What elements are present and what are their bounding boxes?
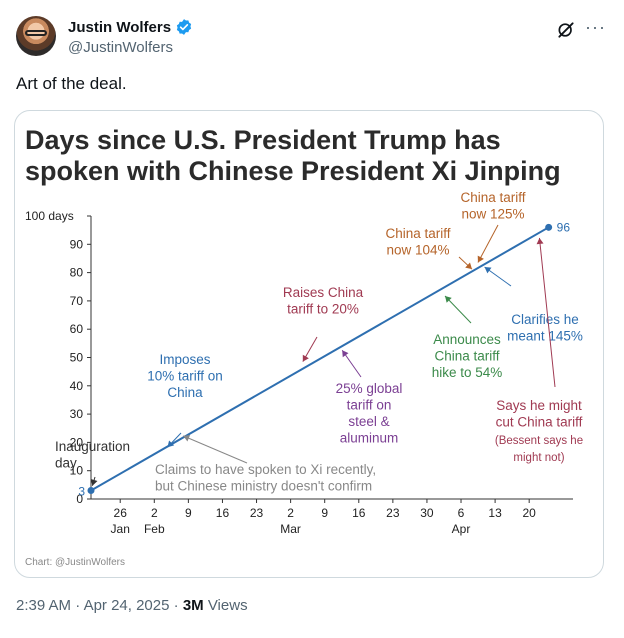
annotation-arrow <box>538 237 556 388</box>
data-point-label: 3 <box>78 485 85 499</box>
x-tick-label: 13 <box>488 506 502 520</box>
annotation-arrowhead <box>183 434 191 442</box>
y-tick-label: 0 <box>76 492 83 506</box>
annotation-text: now 125% <box>461 207 524 222</box>
annotation-text: day <box>55 456 77 471</box>
line-chart: Days since U.S. President Trump hasspoke… <box>25 125 583 568</box>
y-tick-label: 90 <box>70 237 84 251</box>
timestamp-separator: · <box>173 597 179 614</box>
annotation-text: now 104% <box>386 243 449 258</box>
tweet-timestamp[interactable]: 2:39 AM · Apr 24, 2025 · 3M Views <box>16 597 248 614</box>
y-tick-label: 50 <box>70 351 84 365</box>
y-tick-label: 10 <box>70 464 84 478</box>
annotation-text: Clarifies he <box>511 312 579 327</box>
annotation-text: China <box>167 385 203 400</box>
y-tick-label: 30 <box>70 407 84 421</box>
annotation-arrowhead <box>465 262 472 270</box>
verified-badge-icon <box>176 19 192 35</box>
annotation-text: (Bessent says he <box>495 435 583 447</box>
views-count: 3M <box>182 597 204 614</box>
x-tick-label: 2 <box>151 506 158 520</box>
annotation-text: 10% tariff on <box>147 369 223 384</box>
tweet-text: Art of the deal. <box>16 74 127 93</box>
data-point <box>545 223 553 231</box>
x-tick-month-label: Jan <box>111 522 130 536</box>
annotation-text: Claims to have spoken to Xi recently, <box>155 462 376 477</box>
annotation-text: steel & <box>348 414 389 429</box>
annotation-text: Inauguration <box>55 439 130 454</box>
annotation-text: tariff on <box>347 398 392 413</box>
annotation-text: but Chinese ministry doesn't confirm <box>155 479 372 494</box>
annotation-text: cut China tariff <box>496 415 583 430</box>
data-point-label: 96 <box>557 220 571 234</box>
x-tick-label: 9 <box>185 506 192 520</box>
annotation-arrowhead <box>302 354 309 362</box>
chart-title-line: spoken with Chinese President Xi Jinping <box>25 156 561 186</box>
chart-credit: Chart: @JustinWolfers <box>25 557 125 568</box>
timestamp-separator: · <box>75 597 81 614</box>
annotation-text: 25% global <box>336 381 403 396</box>
annotation-text: might not) <box>513 452 564 464</box>
annotation-text: hike to 54% <box>432 365 503 380</box>
tweet-time: 2:39 AM <box>16 597 72 614</box>
annotation-text: China tariff <box>434 349 499 364</box>
x-tick-month-label: Apr <box>452 522 471 536</box>
annotation-text: aluminum <box>340 431 399 446</box>
annotation-arrowhead <box>90 478 98 486</box>
annotation-text: tariff to 20% <box>287 302 359 317</box>
annotation-arrowhead <box>342 350 349 358</box>
x-tick-label: 20 <box>523 506 537 520</box>
y-tick-label: 70 <box>70 294 84 308</box>
data-point <box>87 487 95 495</box>
y-tick-label: 40 <box>70 379 84 393</box>
y-tick-label: 20 <box>70 435 84 449</box>
x-tick-label: 2 <box>287 506 294 520</box>
annotation-arrowhead <box>445 296 452 303</box>
author-handle[interactable]: @JustinWolfers <box>68 39 173 56</box>
avatar[interactable] <box>16 16 56 56</box>
annotation-arrowhead <box>477 255 484 263</box>
annotation-arrow <box>183 435 248 464</box>
x-tick-label: 23 <box>386 506 400 520</box>
chart-title-line: Days since U.S. President Trump has <box>25 125 501 155</box>
annotation-text: China tariff <box>385 226 450 241</box>
tweet-date: Apr 24, 2025 <box>83 597 170 614</box>
x-tick-month-label: Feb <box>144 522 165 536</box>
series-line <box>90 226 550 492</box>
x-tick-label: 6 <box>458 506 465 520</box>
x-tick-label: 9 <box>321 506 328 520</box>
x-tick-label: 26 <box>114 506 128 520</box>
x-tick-label: 23 <box>250 506 264 520</box>
x-tick-label: 30 <box>420 506 434 520</box>
annotation-text: China tariff <box>460 190 525 205</box>
grok-icon[interactable] <box>556 20 576 40</box>
annotation-text: meant 145% <box>507 329 583 344</box>
annotation-text: Says he might <box>496 398 582 413</box>
author-name-row: Justin Wolfers <box>68 18 193 36</box>
annotation-arrowhead <box>536 237 544 245</box>
more-options-icon[interactable]: ··· <box>585 17 606 37</box>
x-tick-label: 16 <box>352 506 366 520</box>
tweet-header: Justin Wolfers @JustinWolfers ··· <box>16 14 608 62</box>
y-tick-label: 80 <box>70 266 84 280</box>
chart-card[interactable]: Days since U.S. President Trump has spoke… <box>14 110 604 578</box>
annotation-arrowhead <box>484 267 492 274</box>
views-label: Views <box>207 597 248 614</box>
y-tick-label: 60 <box>70 322 84 336</box>
x-tick-label: 16 <box>216 506 230 520</box>
annotation-arrow <box>444 295 472 324</box>
annotation-text: Raises China <box>283 285 364 300</box>
annotation-text: Announces <box>433 332 501 347</box>
author-display-name[interactable]: Justin Wolfers <box>68 18 172 36</box>
x-tick-month-label: Mar <box>280 522 301 536</box>
annotation-arrow <box>477 224 499 263</box>
avatar-glasses <box>25 30 47 36</box>
annotation-arrowhead <box>167 440 175 448</box>
y-tick-label: 100 days <box>25 209 74 223</box>
annotation-text: Imposes <box>159 352 210 367</box>
